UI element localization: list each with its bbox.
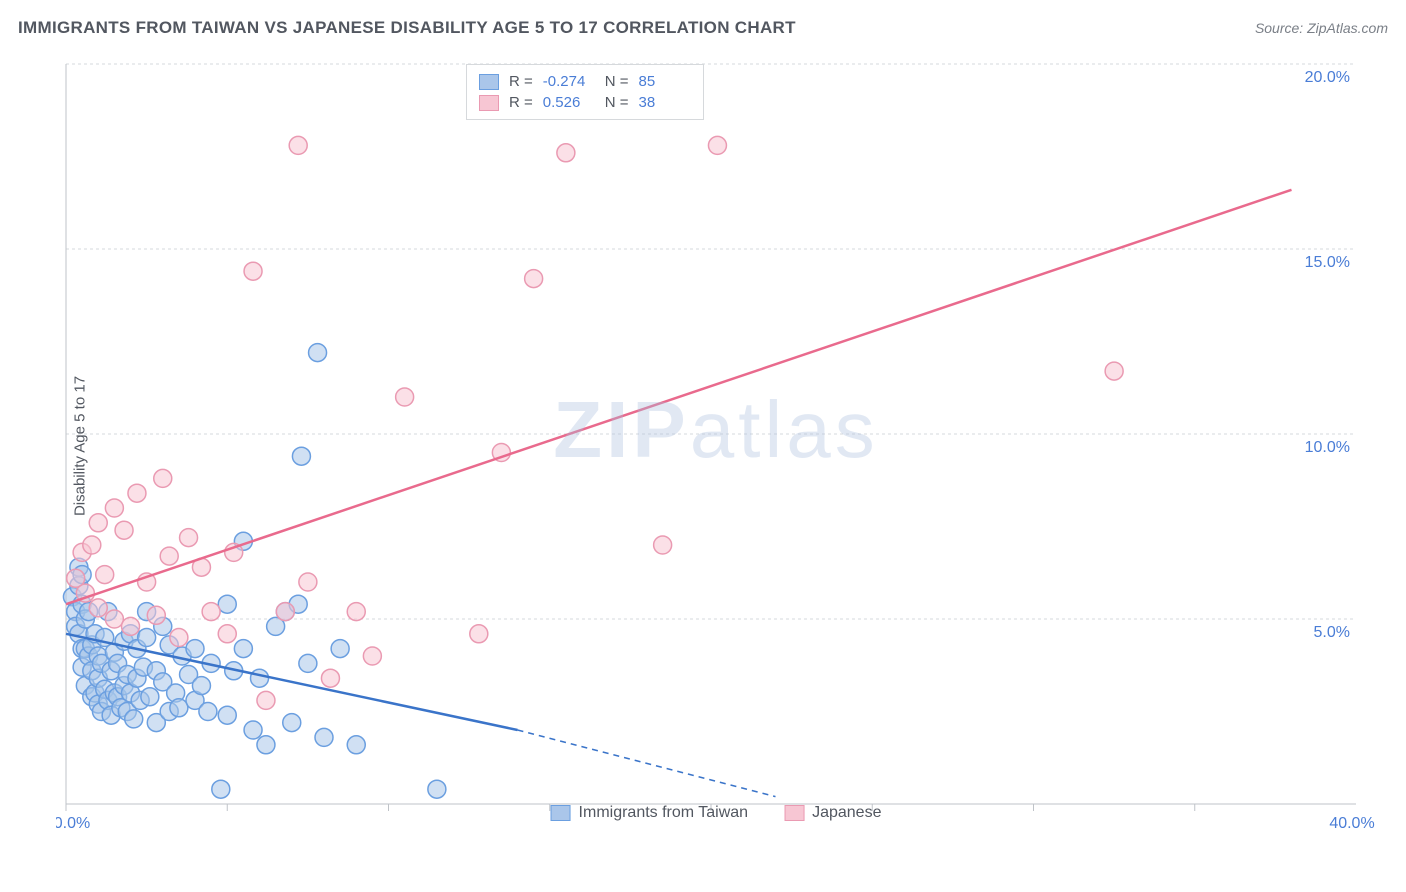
legend-r-label: R =: [509, 73, 533, 90]
svg-text:0.0%: 0.0%: [56, 815, 90, 830]
legend-n-label: N =: [605, 73, 629, 90]
source-label: Source: ZipAtlas.com: [1255, 20, 1388, 36]
svg-text:5.0%: 5.0%: [1314, 624, 1350, 641]
legend-n-label: N =: [605, 94, 629, 111]
svg-text:15.0%: 15.0%: [1305, 254, 1350, 271]
scatter-chart-svg: 5.0% 10.0% 15.0% 20.0% 0.0% 40.0%: [56, 60, 1376, 830]
legend-series: Immigrants from Taiwan Japanese: [551, 804, 882, 822]
legend-swatch-pink: [479, 95, 499, 111]
legend-blue-n-value: 85: [639, 73, 691, 90]
legend-blue-name: Immigrants from Taiwan: [579, 804, 749, 822]
svg-text:20.0%: 20.0%: [1305, 69, 1350, 86]
legend-swatch-pink: [784, 805, 804, 821]
chart-area: 5.0%10.0%15.0%20.0%0.0%40.0% ZIPatlas R …: [56, 60, 1376, 830]
legend-blue-r-value: -0.274: [543, 73, 595, 90]
legend-r-label: R =: [509, 94, 533, 111]
legend-pink-n-value: 38: [639, 94, 691, 111]
svg-text:10.0%: 10.0%: [1305, 439, 1350, 456]
svg-text:40.0%: 40.0%: [1329, 815, 1374, 830]
legend-swatch-blue: [551, 805, 571, 821]
legend-pink-r-value: 0.526: [543, 94, 595, 111]
chart-title: IMMIGRANTS FROM TAIWAN VS JAPANESE DISAB…: [18, 18, 796, 38]
legend-pink-name: Japanese: [812, 804, 881, 822]
legend-stats: R = -0.274 N = 85 R = 0.526 N = 38: [466, 64, 704, 120]
legend-swatch-blue: [479, 74, 499, 90]
